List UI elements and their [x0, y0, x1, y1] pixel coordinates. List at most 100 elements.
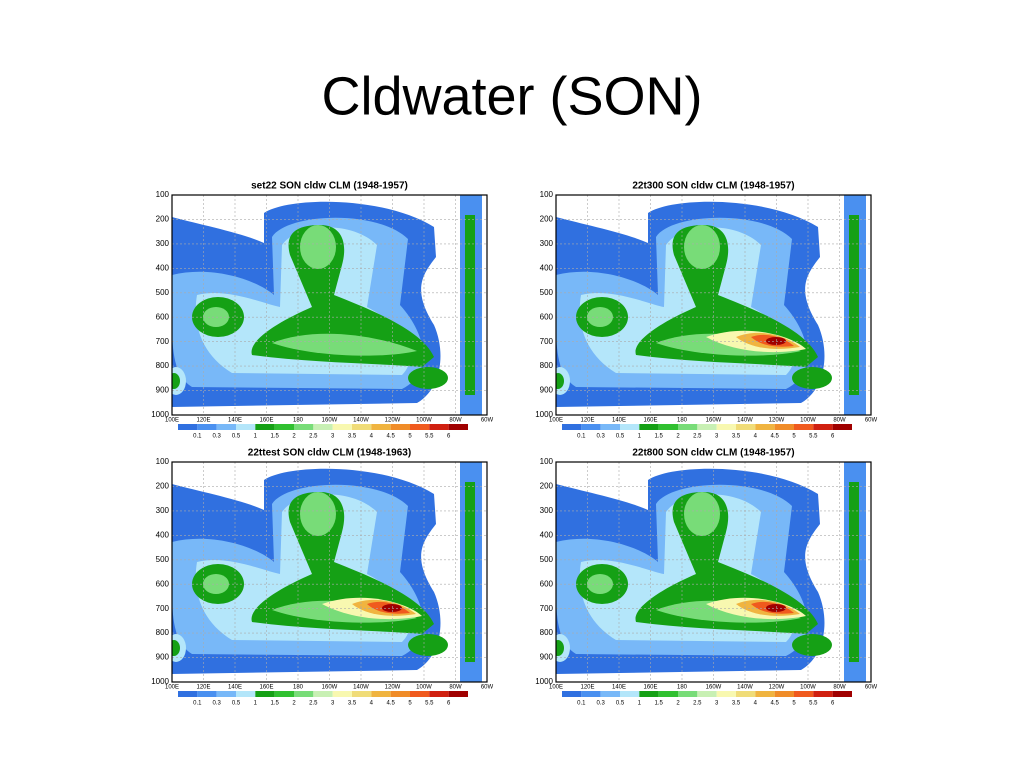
colorbar-swatch	[774, 424, 794, 430]
colorbar-label: 0.5	[232, 434, 241, 440]
x-tick-label: 140W	[737, 418, 753, 424]
y-tick-label: 100	[540, 190, 554, 199]
colorbar-swatch	[736, 424, 756, 430]
y-tick-label: 400	[156, 263, 170, 272]
colorbar-swatch	[255, 424, 275, 430]
colorbar-swatch	[658, 691, 678, 697]
y-tick-label: 700	[540, 604, 554, 613]
y-tick-label: 100	[156, 457, 170, 466]
colorbar-swatch	[236, 691, 256, 697]
y-tick-label: 600	[540, 312, 554, 321]
x-tick-label: 120W	[769, 418, 785, 424]
colorbar-label: 0.5	[232, 701, 241, 707]
colorbar-swatch	[448, 691, 468, 697]
colorbar-swatch	[794, 424, 814, 430]
y-tick-label: 800	[156, 628, 170, 637]
colorbar-label: 2	[676, 701, 680, 707]
y-tick-label: 900	[156, 653, 170, 662]
y-tick-label: 500	[156, 288, 170, 297]
x-tick-label: 60W	[865, 418, 878, 424]
x-tick-label: 140W	[353, 685, 369, 691]
y-tick-label: 200	[156, 215, 170, 224]
colorbar-swatch	[197, 424, 217, 430]
x-tick-label: 120E	[580, 418, 594, 424]
colorbar-label: 4	[370, 701, 374, 707]
x-tick-label: 180	[293, 418, 304, 424]
x-tick-label: 120W	[769, 685, 785, 691]
y-tick-label: 1000	[151, 677, 169, 686]
colorbar-swatch	[678, 424, 698, 430]
colorbar-swatch	[216, 424, 236, 430]
contour-region	[556, 373, 564, 389]
colorbar-swatch	[352, 424, 372, 430]
colorbar-swatch	[581, 691, 601, 697]
colorbar-swatch	[562, 424, 582, 430]
x-tick-label: 80W	[449, 685, 462, 691]
colorbar-label: 3	[715, 434, 719, 440]
colorbar-swatch	[352, 691, 372, 697]
colorbar-swatch	[274, 691, 294, 697]
y-tick-label: 300	[156, 239, 170, 248]
contour-region	[556, 640, 564, 656]
colorbar-label: 1.5	[654, 701, 663, 707]
colorbar-label: 5.5	[425, 701, 434, 707]
colorbar-swatch	[736, 691, 756, 697]
x-tick-label: 60W	[481, 685, 494, 691]
x-tick-label: 140E	[612, 418, 626, 424]
contour-region	[465, 215, 475, 395]
colorbar-swatch	[716, 424, 736, 430]
colorbar-swatch	[390, 424, 410, 430]
colorbar-label: 0.1	[577, 701, 586, 707]
colorbar-swatch	[313, 424, 333, 430]
y-tick-label: 800	[540, 628, 554, 637]
contour-region	[172, 373, 180, 389]
contour-region	[766, 604, 786, 612]
contour-region	[300, 492, 336, 536]
colorbar-swatch	[755, 424, 775, 430]
colorbar-label: 3.5	[348, 434, 357, 440]
x-tick-label: 120E	[580, 685, 594, 691]
colorbar-swatch	[813, 424, 833, 430]
colorbar-label: 2.5	[693, 434, 702, 440]
y-tick-label: 800	[540, 361, 554, 370]
colorbar-label: 5	[792, 434, 796, 440]
colorbar-swatch	[678, 691, 698, 697]
x-tick-label: 60W	[481, 418, 494, 424]
colorbar-swatch	[294, 424, 314, 430]
y-tick-label: 300	[540, 239, 554, 248]
panel-title: 22t300 SON cldw CLM (1948-1957)	[632, 181, 794, 192]
y-tick-label: 600	[156, 312, 170, 321]
colorbar-label: 2.5	[309, 701, 318, 707]
x-tick-label: 160E	[643, 418, 657, 424]
colorbar-swatch	[639, 691, 659, 697]
colorbar-label: 3.5	[732, 701, 741, 707]
x-tick-label: 180	[293, 685, 304, 691]
colorbar-swatch	[697, 424, 717, 430]
contour-region	[684, 225, 720, 269]
colorbar-label: 6	[447, 434, 451, 440]
contour-region	[172, 640, 180, 656]
x-tick-label: 140E	[228, 685, 242, 691]
x-tick-label: 100W	[416, 685, 432, 691]
panel-title: set22 SON cldw CLM (1948-1957)	[251, 181, 408, 192]
colorbar-label: 2.5	[309, 434, 318, 440]
colorbar-swatch	[197, 691, 217, 697]
colorbar-label: 0.3	[596, 701, 605, 707]
colorbar-swatch	[581, 424, 601, 430]
colorbar-label: 3.5	[732, 434, 741, 440]
x-tick-label: 180	[677, 685, 688, 691]
plot-frame	[555, 461, 872, 683]
colorbar-swatch	[794, 691, 814, 697]
colorbar-label: 2	[676, 434, 680, 440]
y-tick-label: 200	[156, 482, 170, 491]
colorbar-label: 1.5	[654, 434, 663, 440]
colorbar-label: 0.3	[596, 434, 605, 440]
contour-region	[635, 225, 818, 367]
contour-region	[766, 337, 786, 345]
x-tick-label: 80W	[833, 685, 846, 691]
colorbar-label: 3	[331, 701, 335, 707]
colorbar-swatch	[216, 691, 236, 697]
colorbar-label: 1	[254, 434, 258, 440]
y-tick-label: 900	[156, 386, 170, 395]
